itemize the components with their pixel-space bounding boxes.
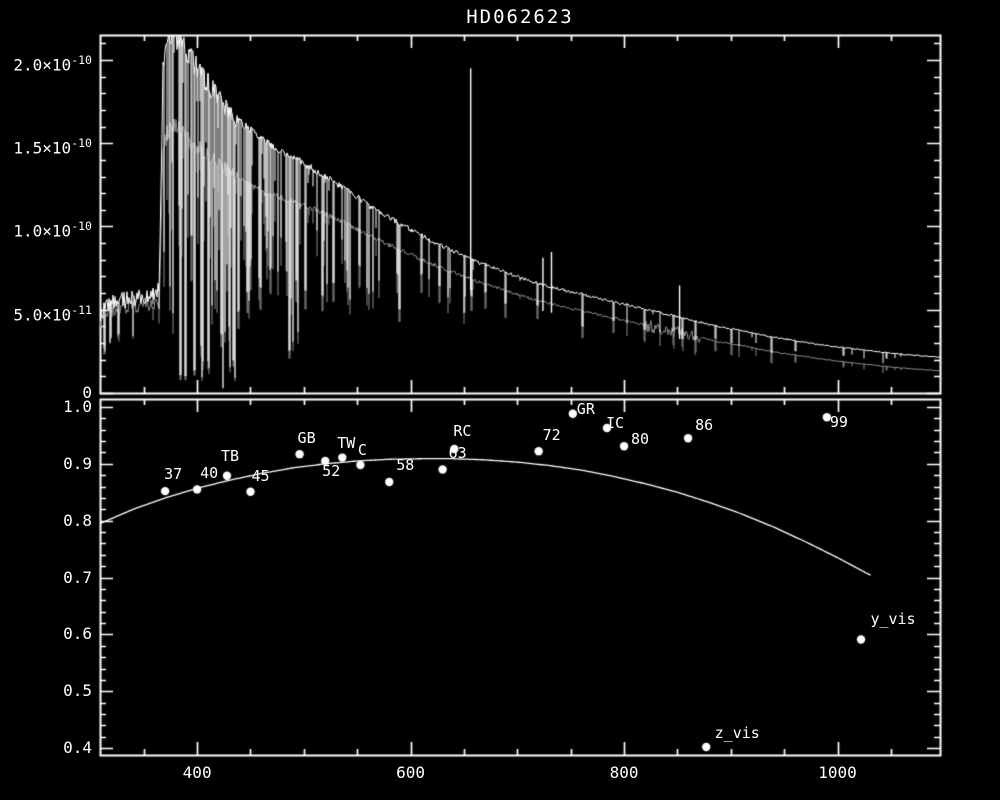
page-background: { "title": "HD062623", "colors": { "back… [0, 0, 1000, 800]
spectrum-figure: HD062623 37 40 TB 45 GB 52 TW C 58 63 RC 72 GR IC 80 86… [0, 0, 1000, 800]
plot-canvas [0, 0, 1000, 800]
